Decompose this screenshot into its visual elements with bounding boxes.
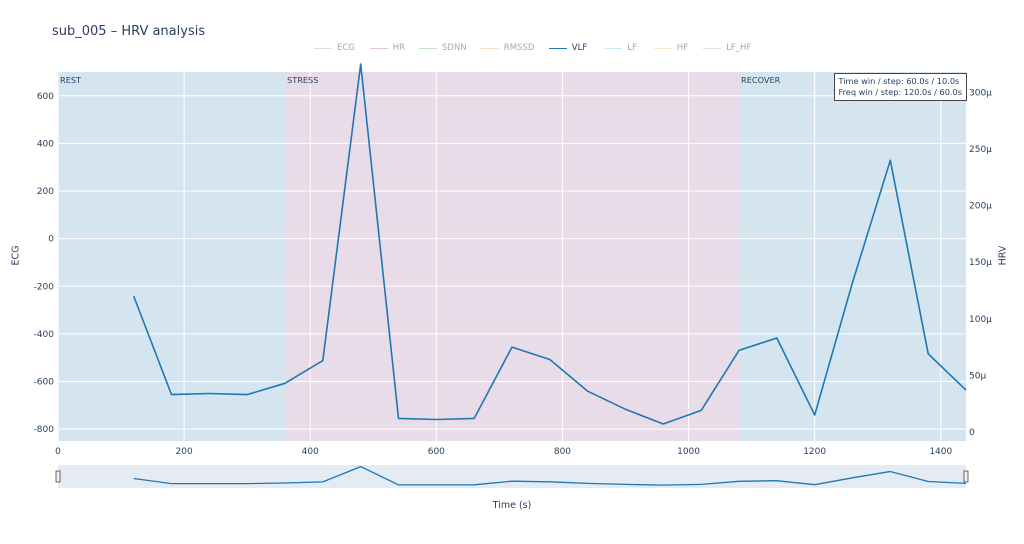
y-right-tick-label: 200μ <box>969 202 992 212</box>
legend-label: VLF <box>571 43 588 53</box>
phase-label-rest: REST <box>60 75 82 85</box>
window-annotation: Time win / step: 60.0s / 10.0s Freq win … <box>833 73 967 101</box>
legend-item-rmssd[interactable]: RMSSD <box>480 41 535 55</box>
y-right-tick-label: 100μ <box>969 315 992 325</box>
x-tick-label: 400 <box>302 447 319 457</box>
legend-label: RMSSD <box>503 43 535 53</box>
legend-swatch <box>653 47 672 49</box>
y-axis-right-title: HRV <box>997 245 1009 266</box>
legend-swatch <box>480 47 499 49</box>
time-window-text: Time win / step: 60.0s / 10.0s <box>838 76 960 86</box>
legend-item-hr[interactable]: HR <box>369 41 405 55</box>
freq-window-text: Freq win / step: 120.0s / 60.0s <box>838 87 963 97</box>
legend-item-ecg[interactable]: ECG <box>314 41 355 55</box>
y-right-tick-label: 50μ <box>969 371 986 381</box>
range-slider <box>55 465 969 488</box>
y-left-tick-label: -800 <box>34 425 55 435</box>
legend-item-lf-hf[interactable]: LF_HF <box>703 41 751 55</box>
range-handle-right[interactable] <box>963 470 969 483</box>
range-slider-line <box>133 465 967 486</box>
y-left-tick-label: -600 <box>34 377 55 387</box>
legend-label: SDNN <box>442 43 467 53</box>
y-left-tick-label: -400 <box>34 330 55 340</box>
phase-band-stress <box>285 72 739 441</box>
chart-title: sub_005 – HRV analysis <box>52 24 206 39</box>
y-left-tick-label: -200 <box>34 282 55 292</box>
x-tick-label: 1400 <box>929 447 952 457</box>
x-axis-title: Time (s) <box>492 500 532 511</box>
y-left-tick-label: 200 <box>37 187 54 197</box>
legend-label: HF <box>676 43 689 53</box>
phase-label-stress: STRESS <box>287 75 319 85</box>
legend-label: HR <box>392 43 405 53</box>
legend-swatch <box>604 47 623 49</box>
y-left-tick-label: 400 <box>37 139 54 149</box>
x-tick-label: 600 <box>428 447 445 457</box>
y-right-tick-label: 150μ <box>969 258 992 268</box>
legend-label: LF_HF <box>726 43 752 53</box>
y-left-tick-label: 600 <box>37 92 54 102</box>
x-tick-label: 1200 <box>803 447 826 457</box>
phase-band-recover <box>739 72 966 441</box>
range-slider-bg <box>58 465 966 488</box>
range-handle-left[interactable] <box>55 470 61 483</box>
legend-item-hf[interactable]: HF <box>653 41 689 55</box>
phase-label-recover: RECOVER <box>741 75 781 85</box>
legend-swatch <box>369 47 388 49</box>
legend-swatch <box>548 47 567 49</box>
legend-swatch <box>314 47 332 49</box>
x-tick-label: 800 <box>554 447 571 457</box>
legend-swatch <box>703 47 722 49</box>
legend-item-sdnn[interactable]: SDNN <box>419 41 467 55</box>
legend: ECG HR SDNN RMSSD VLF LF HF LF_HF <box>0 41 1024 55</box>
legend-item-vlf[interactable]: VLF <box>548 41 588 55</box>
legend-label: LF <box>627 43 638 53</box>
x-tick-label: 200 <box>176 447 193 457</box>
phase-band-rest <box>58 72 285 441</box>
x-tick-label: 1000 <box>677 447 700 457</box>
y-right-tick-label: 0 <box>969 428 975 438</box>
legend-label: ECG <box>337 43 355 53</box>
y-axis-left-title: ECG <box>10 245 22 266</box>
legend-swatch <box>419 47 437 49</box>
y-right-tick-label: 300μ <box>969 88 992 98</box>
x-tick-label: 0 <box>55 447 61 457</box>
y-left-tick-label: 0 <box>48 235 54 245</box>
y-right-tick-label: 250μ <box>969 145 992 155</box>
legend-item-lf[interactable]: LF <box>604 41 637 55</box>
